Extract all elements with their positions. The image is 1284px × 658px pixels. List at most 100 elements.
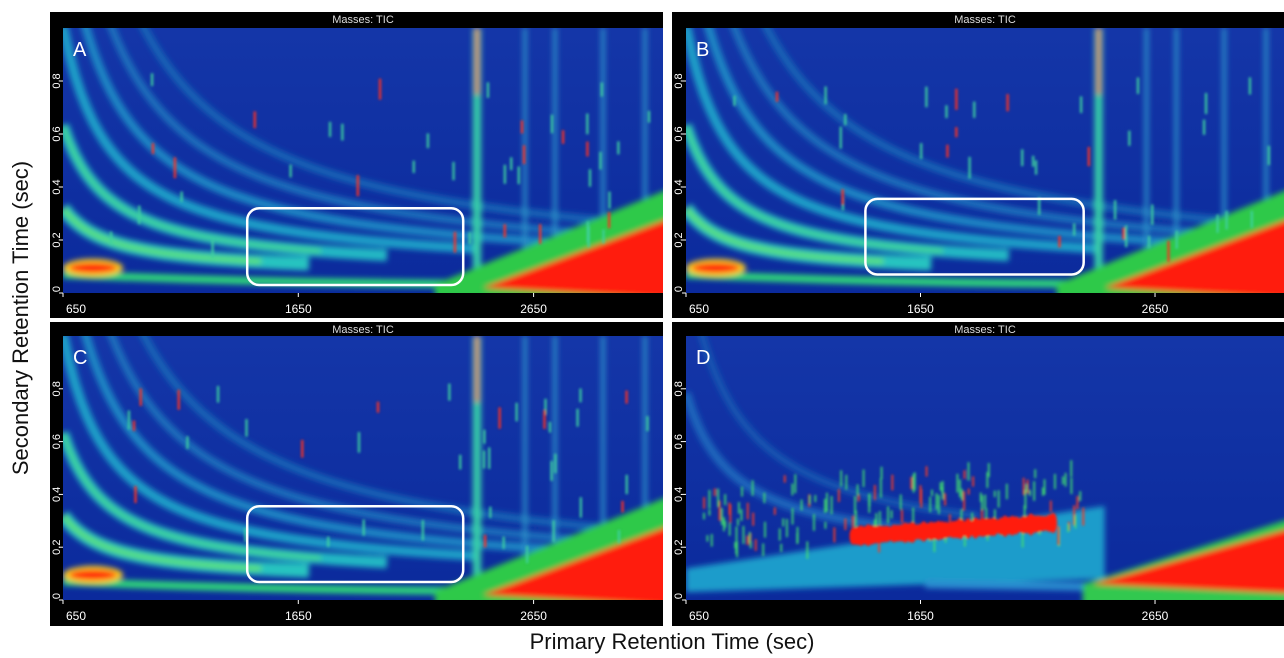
heatmap-peak	[341, 123, 344, 141]
heatmap-peak	[945, 105, 948, 119]
heatmap-peak	[873, 484, 876, 501]
heatmap-peak	[1021, 149, 1024, 167]
heatmap-peak	[960, 509, 963, 528]
heatmap-streak	[601, 28, 605, 293]
panel: Masses: TIC A 650 1650 2650 0 0.2 0.4 0.6 0.8	[50, 12, 663, 318]
heatmap-peak	[785, 518, 788, 538]
heatmap-baseline	[63, 270, 496, 288]
heatmap-peak	[109, 231, 113, 245]
heatmap-peak	[812, 514, 815, 531]
heatmap-peak	[1167, 240, 1170, 262]
heatmap-peak	[554, 453, 557, 474]
heatmap-peak	[453, 231, 457, 253]
heatmap-peak	[937, 494, 940, 515]
heatmap-peak	[854, 496, 857, 514]
heatmap-band	[730, 28, 1279, 242]
heatmap-band	[107, 336, 658, 549]
heatmap-peak	[854, 510, 857, 528]
heatmap-streak	[1264, 28, 1269, 293]
heatmap-peak	[253, 111, 256, 129]
heatmap-peaks	[127, 383, 649, 564]
heatmap-peak	[879, 478, 882, 498]
heatmap-peak	[718, 500, 721, 521]
heatmap-peak	[132, 420, 136, 431]
heatmap-peak	[586, 113, 589, 135]
heatmap-peak	[833, 527, 836, 543]
heatmap-peak	[625, 474, 628, 495]
heatmap-peak	[851, 515, 854, 528]
heatmap-peak	[824, 521, 827, 529]
heatmap-peak	[735, 526, 738, 542]
heatmap-wedge	[1104, 221, 1284, 293]
heatmap-streak	[475, 28, 479, 95]
heatmap-peak	[971, 512, 974, 525]
x-tick-label: 650	[66, 609, 86, 623]
heatmap-peaks	[702, 460, 1085, 559]
heatmap-peak	[717, 488, 720, 507]
heatmap-peak	[1248, 77, 1252, 95]
heatmap-peak	[1029, 489, 1032, 496]
heatmap-peak	[1122, 227, 1125, 240]
panel-label: A	[73, 39, 87, 61]
heatmap-peak	[1128, 130, 1131, 146]
heatmap-peak	[1005, 483, 1008, 500]
heatmap-peak	[890, 510, 893, 519]
x-tick-label: 1650	[907, 609, 934, 623]
panel: Masses: TIC D 650 1650 2650 0 0.2 0.4 0.6 0.8	[672, 322, 1284, 626]
panel: Masses: TIC C 650 1650 2650 0 0.2 0.4 0.6 0.8	[50, 322, 663, 626]
heatmap-peak	[543, 410, 546, 429]
heatmap-peak	[984, 494, 987, 510]
panel-label: D	[696, 347, 710, 369]
heatmap-peak	[522, 145, 526, 165]
x-tick-label: 650	[689, 302, 709, 316]
heatmap-peak	[486, 82, 490, 98]
heatmap-peak	[1006, 94, 1009, 112]
heatmap-peak	[211, 239, 214, 259]
heatmap-streak	[643, 336, 647, 600]
panel-title: Masses: TIC	[332, 324, 394, 336]
heatmap-band-core	[63, 513, 262, 572]
heatmap-peak	[1070, 477, 1073, 495]
heatmap-band	[81, 28, 568, 248]
y-tick-label: 0.8	[673, 381, 685, 396]
heatmap-peak	[1022, 477, 1025, 495]
heatmap-band-core	[686, 124, 944, 254]
heatmap-peak	[862, 469, 865, 488]
heatmap-peak	[1073, 505, 1076, 526]
heatmap-peak	[1034, 160, 1038, 175]
heatmap-peak	[216, 385, 220, 403]
heatmap-peak	[576, 408, 579, 427]
heatmap-peak	[459, 454, 462, 470]
heatmap-peak	[980, 507, 983, 526]
heatmap-peak	[840, 470, 843, 487]
y-tick-label: 0.4	[51, 487, 63, 502]
heatmap-peak	[561, 130, 565, 144]
heatmap-peak	[740, 509, 743, 521]
y-axis-label: Secondary Retention Time (sec)	[8, 161, 33, 475]
heatmap-peak	[1087, 146, 1091, 167]
heatmap-streak	[1094, 28, 1103, 293]
y-tick-label: 0.8	[51, 73, 63, 88]
heatmap-peak	[733, 95, 736, 106]
heatmap-peak	[1267, 145, 1270, 166]
heatmap-peak	[138, 205, 141, 225]
heatmap-peak	[625, 390, 628, 404]
heatmap-peak	[703, 497, 706, 509]
y-tick-label: 0.4	[673, 179, 685, 194]
panel-title: Masses: TIC	[332, 14, 394, 26]
x-tick-label: 1650	[907, 302, 934, 316]
heatmap-peak	[1250, 210, 1254, 228]
heatmap-blob	[69, 569, 117, 580]
heatmap-peak	[841, 189, 844, 205]
heatmap-streak	[1222, 28, 1227, 293]
heatmap-peak	[1021, 528, 1024, 548]
heatmap-peak	[844, 518, 847, 531]
heatmap-peak	[955, 88, 958, 110]
heatmap-peak	[868, 494, 871, 513]
heatmap-streak	[473, 28, 481, 293]
heatmap-layer	[63, 28, 663, 293]
heatmap-peak	[749, 541, 752, 549]
heatmap-peak	[754, 539, 757, 551]
heatmap-peak	[721, 508, 724, 526]
